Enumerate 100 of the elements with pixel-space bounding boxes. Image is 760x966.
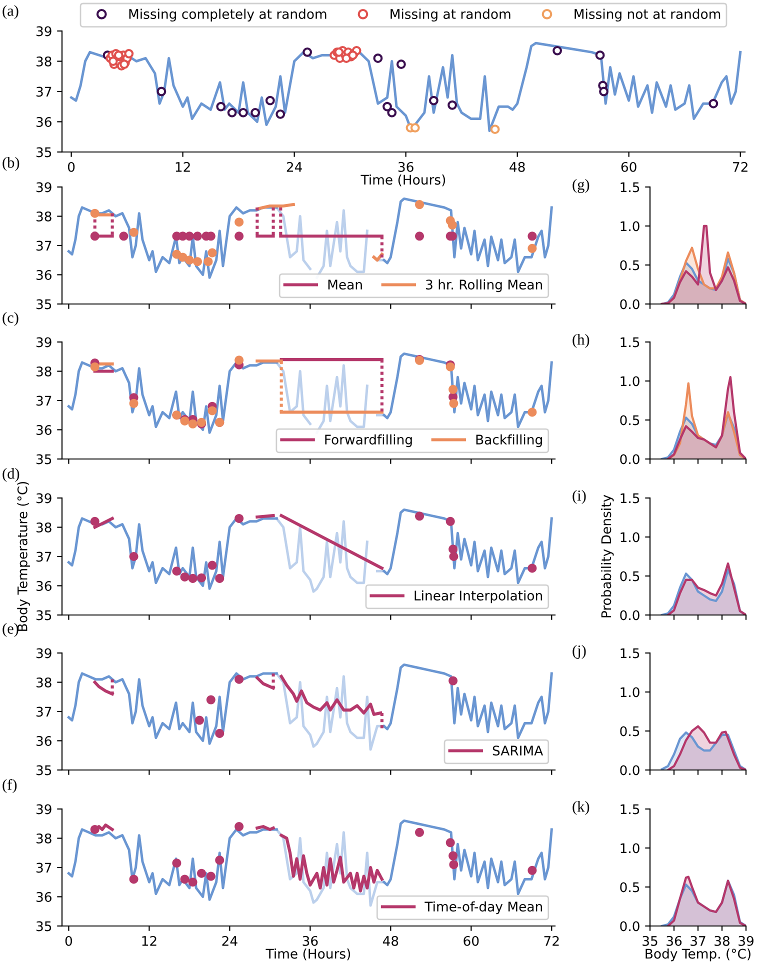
chart-title: (k) (572, 801, 590, 815)
legend-label: Backfilling (476, 434, 542, 448)
legend-label: Missing at random (390, 8, 510, 22)
point (156, 86, 166, 96)
y-tick-label: 35 (36, 610, 52, 620)
y-tick-label: 35 (36, 454, 52, 464)
x-tick-label: 36 (398, 162, 414, 172)
y-tick-label: 35 (36, 921, 52, 932)
y-tick-label: 0.0 (620, 299, 640, 310)
point (90, 362, 100, 372)
chart-title: (e) (2, 623, 18, 637)
legend-label: Linear Interpolation (414, 590, 542, 604)
x-axis-title: Time (Hours) (266, 948, 350, 960)
y-tick-label: 1.5 (620, 493, 640, 504)
x-tick-label: 60 (464, 936, 479, 946)
x-tick-label: 36 (666, 936, 682, 946)
chart-title: (b) (2, 157, 20, 171)
y-tick-label: 0.5 (620, 571, 640, 582)
point (234, 218, 244, 227)
point (188, 419, 198, 428)
point (234, 232, 244, 241)
x-tick-label: 36 (302, 936, 318, 946)
x-axis-title: Body Temp. (°C) (646, 948, 750, 962)
point (129, 398, 138, 408)
y-tick-label: 39 (36, 648, 52, 658)
chart-title: (c) (2, 312, 18, 326)
y-tick-label: 0.0 (620, 921, 640, 932)
y-tick-label: 1.0 (620, 221, 640, 232)
y-tick-label: 37 (36, 240, 52, 251)
x-tick-label: 24 (286, 162, 302, 172)
point (90, 824, 100, 834)
y-tick-label: 39 (36, 493, 52, 504)
x-tick-label: 12 (142, 936, 156, 946)
point (90, 208, 100, 218)
y-tick-label: 36 (36, 270, 52, 280)
y-tick-label: 1.0 (620, 532, 640, 542)
point (188, 574, 198, 583)
point (197, 868, 206, 878)
y-tick-label: 36 (36, 424, 52, 435)
y-axis-title: Body Temperature (°C) (17, 482, 30, 631)
point (449, 398, 458, 408)
point (208, 560, 217, 570)
y-tick-label: 35 (36, 147, 52, 158)
chart-title: (i) (572, 490, 586, 504)
point (415, 512, 424, 521)
legend-label: Mean (328, 280, 362, 290)
point (528, 232, 537, 241)
y-tick-label: 37 (36, 552, 52, 562)
y-tick-label: 39 (36, 26, 52, 36)
y-tick-label: 39 (36, 182, 52, 192)
point (415, 232, 424, 241)
point (227, 108, 237, 118)
point (528, 408, 537, 417)
point (234, 514, 244, 523)
point (250, 108, 260, 118)
point (195, 716, 204, 725)
point (90, 516, 100, 526)
point (192, 257, 202, 266)
point (528, 564, 537, 573)
legend-label: Time-of-day Mean (424, 901, 542, 914)
x-tick-label: 38 (714, 936, 730, 946)
x-tick-label: 48 (382, 936, 398, 946)
y-tick-label: 38 (36, 677, 52, 688)
point (215, 574, 224, 583)
point (448, 100, 458, 110)
point (387, 108, 397, 118)
point (415, 200, 424, 210)
x-tick-label: 60 (621, 162, 636, 172)
point (215, 856, 224, 865)
point (234, 674, 244, 684)
point (204, 257, 213, 266)
point (528, 866, 537, 875)
y-tick-label: 38 (36, 211, 52, 222)
y-tick-label: 37 (36, 706, 52, 717)
x-axis-title: Time (Hours) (360, 174, 446, 186)
point (373, 54, 383, 63)
point (180, 874, 190, 884)
x-tick-label: 0 (68, 162, 75, 172)
line-series (70, 42, 742, 132)
point (188, 878, 198, 887)
point (265, 96, 275, 106)
y-tick-label: 35 (36, 299, 52, 310)
point (172, 566, 182, 576)
point (192, 232, 202, 241)
y-tick-label: 0.5 (620, 260, 640, 270)
point (234, 822, 244, 832)
y-tick-label: 38 (36, 56, 52, 66)
point (449, 552, 458, 561)
y-tick-label: 38 (36, 522, 52, 532)
y-tick-label: 0.0 (620, 454, 640, 464)
y-tick-label: 0.0 (620, 765, 640, 776)
y-tick-label: 1.5 (620, 337, 640, 348)
y-tick-label: 0.0 (620, 610, 640, 620)
point (446, 838, 455, 848)
chart-title: (h) (572, 334, 590, 348)
y-tick-label: 0.5 (620, 882, 640, 892)
point (448, 676, 458, 686)
y-tick-label: 35 (36, 765, 52, 776)
y-tick-label: 1.0 (620, 687, 640, 698)
legend-label: 3 hr. Rolling Mean (426, 279, 542, 292)
